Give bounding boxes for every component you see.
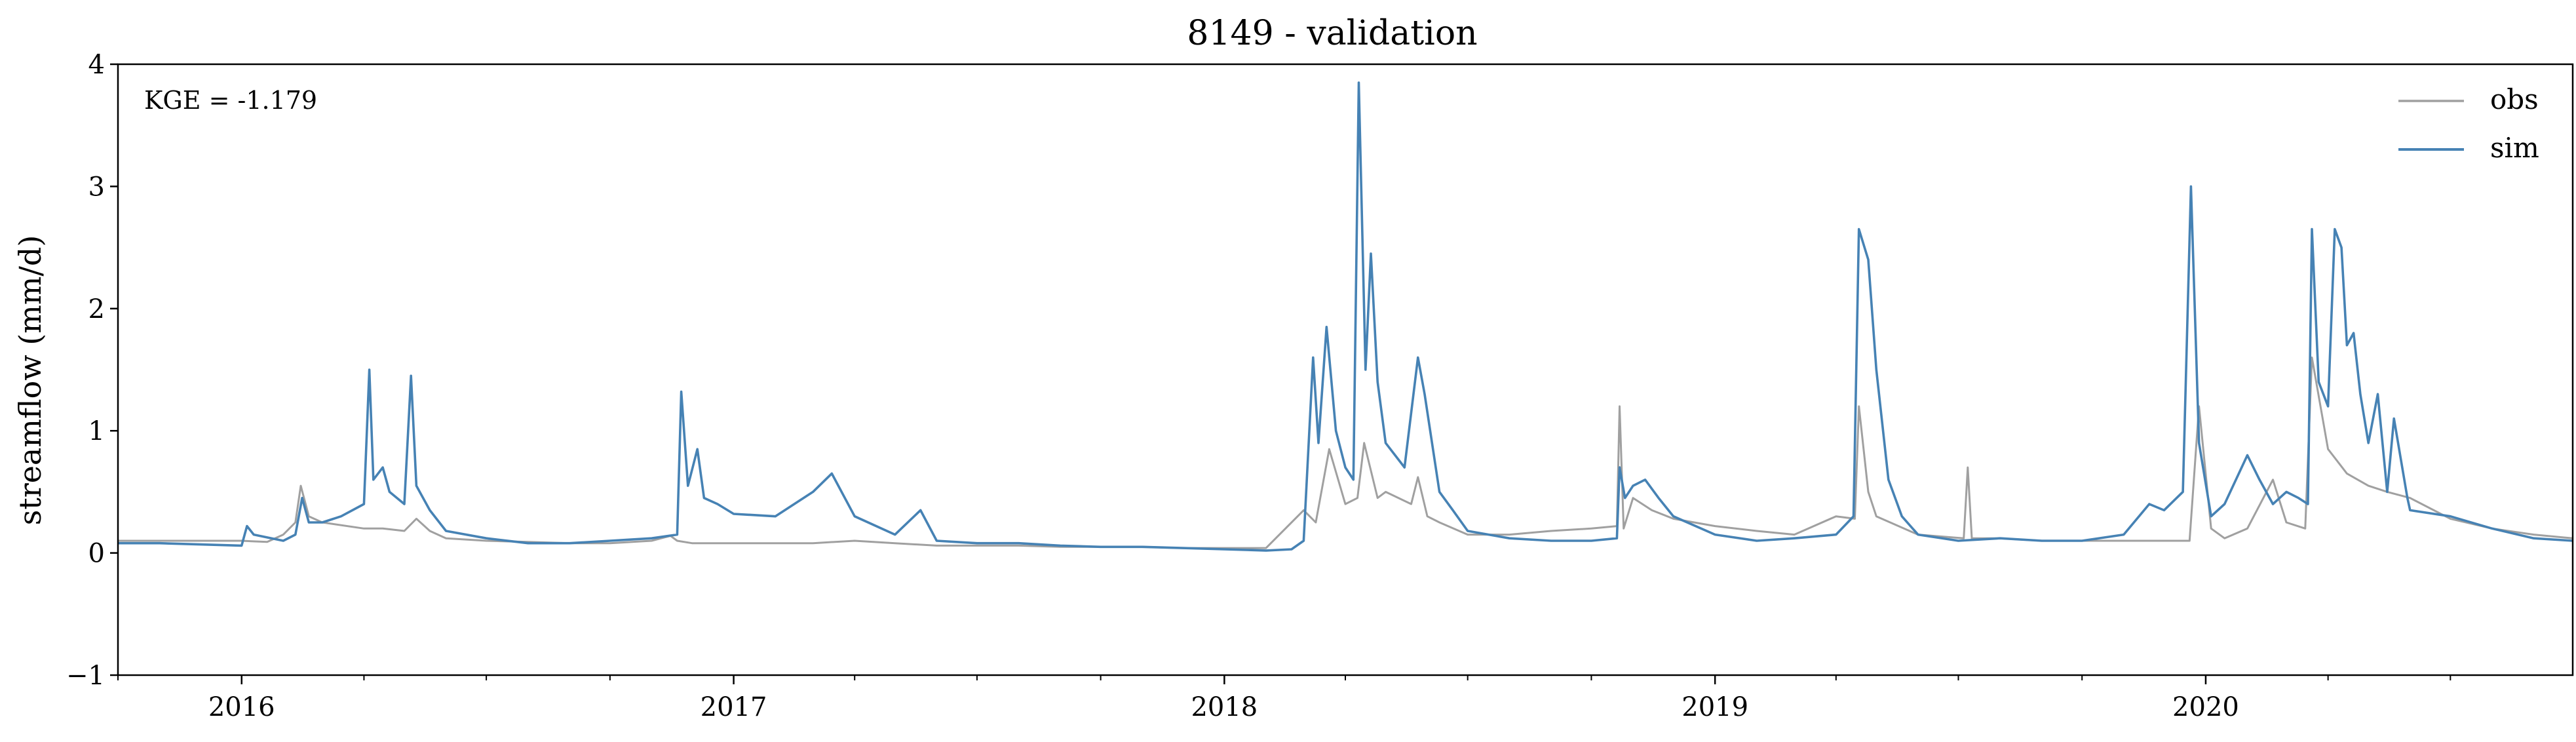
kge-annotation: KGE = -1.179 bbox=[144, 86, 317, 115]
x-tick-label: 2019 bbox=[1682, 692, 1748, 722]
x-tick-label: 2016 bbox=[208, 692, 275, 722]
y-tick-label: 0 bbox=[88, 539, 105, 569]
legend-label-obs: obs bbox=[2490, 83, 2539, 115]
y-tick-label: 4 bbox=[88, 50, 105, 80]
legend-label-sim: sim bbox=[2490, 132, 2539, 164]
series-layer bbox=[118, 81, 2573, 552]
x-tick-label: 2020 bbox=[2172, 692, 2239, 722]
legend: obs sim bbox=[2398, 83, 2539, 164]
y-tick-label: 3 bbox=[88, 172, 105, 202]
series-line-sim bbox=[118, 81, 2573, 552]
x-tick-label: 2017 bbox=[701, 692, 767, 722]
y-axis: −1 0 1 2 3 4 bbox=[66, 50, 118, 691]
plot-area bbox=[117, 63, 2574, 676]
y-tick-label: 2 bbox=[88, 294, 105, 324]
chart-title: 8149 - validation bbox=[1187, 14, 1477, 53]
series-line-obs bbox=[118, 356, 2573, 549]
y-axis-label: streamflow (mm/d) bbox=[12, 235, 48, 526]
plot-frame bbox=[117, 63, 2574, 676]
y-tick-label: −1 bbox=[66, 661, 105, 691]
x-axis: 2016 2017 2018 2019 2020 bbox=[117, 675, 2451, 722]
x-tick-label: 2018 bbox=[1191, 692, 1258, 722]
y-tick-label: 1 bbox=[88, 416, 105, 446]
